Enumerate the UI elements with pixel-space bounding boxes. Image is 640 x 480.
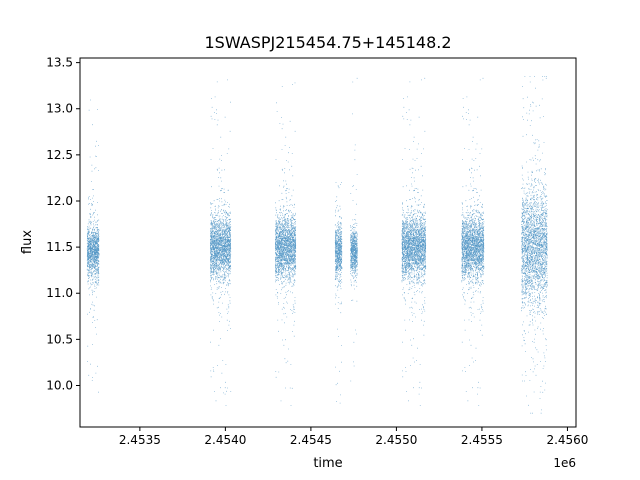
data-points — [86, 76, 548, 414]
y-tick-label: 12.5 — [46, 148, 73, 162]
y-tick-label: 10.0 — [46, 378, 73, 392]
y-tick-label: 11.5 — [46, 240, 73, 254]
y-axis-label: flux — [20, 230, 35, 254]
x-tick-label: 2.4535 — [119, 433, 161, 447]
x-axis-offset-label: 1e6 — [553, 456, 576, 470]
x-tick-label: 2.4555 — [461, 433, 503, 447]
y-tick-label: 10.5 — [46, 332, 73, 346]
y-tick-label: 13.0 — [46, 102, 73, 116]
x-tick-label: 2.4550 — [375, 433, 417, 447]
plot-frame — [79, 57, 577, 428]
y-tick-label: 11.0 — [46, 286, 73, 300]
y-tick-label: 12.0 — [46, 194, 73, 208]
x-axis-label: time — [313, 456, 342, 471]
x-axis: 2.4535 2.4540 2.4545 2.4550 2.4555 2.4560 — [119, 427, 588, 447]
x-tick-label: 2.4560 — [546, 433, 588, 447]
chart-title: 1SWASPJ215454.75+145148.2 — [204, 33, 451, 52]
x-tick-label: 2.4540 — [204, 433, 246, 447]
x-tick-label: 2.4545 — [290, 433, 332, 447]
y-tick-label: 13.5 — [46, 56, 73, 70]
y-axis: 10.0 10.5 11.0 11.5 12.0 12.5 13.0 13.5 — [46, 56, 80, 392]
scatter-points — [86, 76, 548, 414]
